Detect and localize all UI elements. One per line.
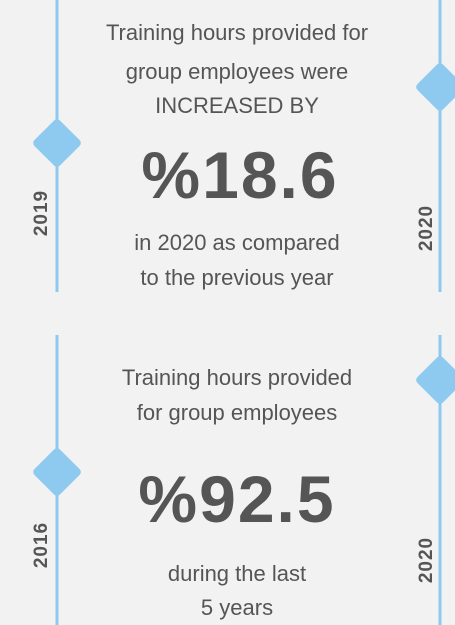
- top-line: for group employees: [137, 400, 338, 425]
- card: 2016 2020 Training hours provided for gr…: [31, 335, 455, 625]
- right-diamond: [416, 63, 455, 111]
- stat: %92.5: [138, 462, 335, 536]
- bottom-line: 5 years: [201, 595, 273, 620]
- right-year: 2020: [416, 205, 437, 251]
- bottom-line: during the last: [168, 561, 306, 586]
- bottom-line: in 2020 as compared: [134, 230, 339, 255]
- bottom-line: to the previous year: [140, 265, 333, 290]
- left-diamond: [33, 119, 81, 167]
- left-year: 2019: [31, 190, 52, 236]
- right-year: 2020: [416, 537, 437, 583]
- right-diamond: [416, 356, 455, 404]
- top-line: Training hours provided: [122, 365, 352, 390]
- left-year: 2016: [31, 522, 52, 568]
- top-line: group employees were: [126, 59, 349, 84]
- top-line: Training hours provided for: [106, 20, 368, 45]
- card: 2019 2020 Training hours provided for gr…: [31, 0, 455, 292]
- stat: %18.6: [141, 138, 338, 212]
- left-diamond: [33, 448, 81, 496]
- top-line: INCREASED BY: [155, 93, 319, 118]
